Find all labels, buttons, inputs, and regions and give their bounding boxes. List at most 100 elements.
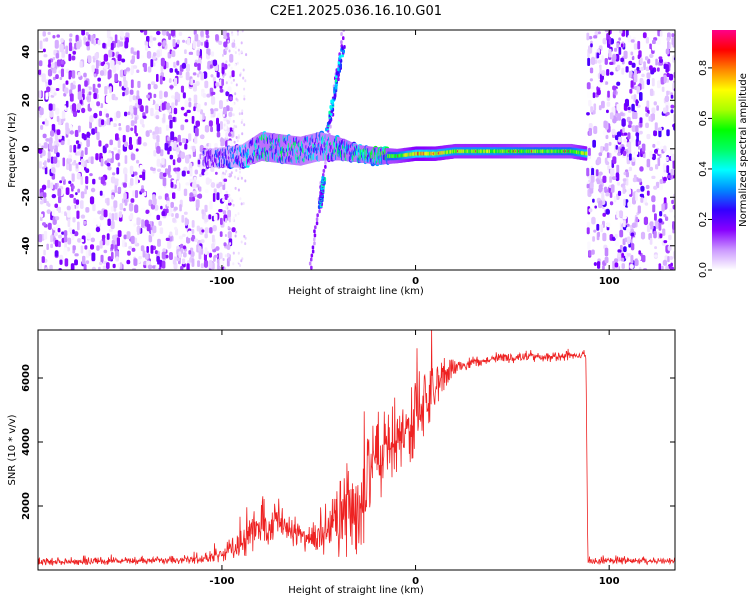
noise-cell bbox=[140, 105, 144, 112]
noise-cell bbox=[124, 242, 128, 247]
noise-cell bbox=[610, 184, 615, 193]
noise-cell bbox=[72, 229, 75, 235]
noise-cell bbox=[217, 112, 221, 119]
noise-cell bbox=[201, 209, 205, 215]
noise-cell bbox=[57, 227, 61, 233]
noise-cell bbox=[127, 250, 131, 256]
streak-cell bbox=[328, 110, 331, 115]
noise-cell bbox=[591, 249, 595, 255]
noise-cell bbox=[606, 101, 611, 107]
noise-cell bbox=[234, 46, 237, 49]
noise-cell bbox=[635, 216, 639, 222]
noise-cell bbox=[592, 92, 596, 99]
noise-cell bbox=[202, 112, 205, 120]
noise-cell bbox=[156, 154, 161, 160]
noise-cell bbox=[176, 70, 180, 75]
noise-cell bbox=[654, 220, 659, 230]
noise-cell bbox=[81, 30, 86, 36]
noise-cell bbox=[605, 208, 610, 215]
noise-cell bbox=[142, 142, 148, 147]
noise-cell bbox=[190, 78, 194, 86]
noise-cell bbox=[130, 153, 136, 161]
noise-cell bbox=[601, 70, 606, 77]
noise-cell bbox=[117, 262, 121, 268]
noise-cell bbox=[657, 80, 661, 89]
noise-cell bbox=[77, 84, 81, 94]
noise-cell bbox=[604, 145, 608, 149]
noise-cell bbox=[97, 39, 101, 46]
noise-cell bbox=[129, 165, 134, 175]
noise-cell bbox=[616, 210, 620, 219]
noise-cell bbox=[181, 62, 187, 69]
noise-cell bbox=[241, 112, 244, 115]
noise-cell bbox=[640, 197, 644, 203]
noise-cell bbox=[91, 64, 95, 73]
noise-cell bbox=[165, 237, 170, 241]
noise-cell bbox=[601, 193, 605, 201]
noise-cell bbox=[178, 71, 183, 76]
noise-cell bbox=[205, 30, 209, 36]
noise-cell bbox=[126, 259, 131, 265]
noise-cell bbox=[649, 43, 652, 50]
noise-cell bbox=[64, 258, 69, 267]
spectrogram-y-tick-label: 0 bbox=[21, 145, 32, 152]
noise-cell bbox=[56, 152, 60, 158]
noise-cell bbox=[89, 196, 95, 205]
noise-cell bbox=[244, 179, 247, 183]
noise-cell bbox=[42, 31, 46, 37]
streak-cell bbox=[324, 164, 327, 169]
noise-cell bbox=[194, 136, 198, 144]
noise-cell bbox=[61, 231, 65, 235]
noise-cell bbox=[662, 259, 668, 266]
noise-cell bbox=[656, 141, 661, 146]
noise-cell bbox=[150, 245, 154, 254]
noise-cell bbox=[159, 75, 163, 85]
noise-cell bbox=[597, 31, 601, 35]
noise-cell bbox=[73, 160, 77, 164]
noise-cell bbox=[128, 215, 132, 220]
noise-cell bbox=[126, 231, 131, 240]
noise-cell bbox=[227, 247, 230, 250]
noise-cell bbox=[38, 60, 43, 67]
noise-cell bbox=[227, 173, 230, 177]
noise-cell bbox=[242, 202, 245, 205]
noise-cell bbox=[651, 195, 656, 203]
noise-cell bbox=[139, 118, 144, 125]
noise-cell bbox=[234, 175, 236, 179]
noise-cell bbox=[196, 103, 201, 113]
noise-cell bbox=[607, 157, 610, 162]
noise-cell bbox=[116, 237, 121, 247]
noise-cell bbox=[243, 87, 246, 91]
noise-cell bbox=[176, 157, 182, 163]
noise-cell bbox=[238, 112, 241, 116]
noise-cell bbox=[140, 55, 145, 59]
noise-cell bbox=[171, 213, 174, 217]
noise-cell bbox=[154, 126, 160, 135]
noise-cell bbox=[652, 44, 656, 51]
noise-cell bbox=[204, 189, 209, 194]
noise-cell bbox=[98, 266, 101, 270]
noise-cell bbox=[133, 171, 138, 176]
noise-cell bbox=[215, 34, 219, 41]
noise-cell bbox=[58, 195, 62, 204]
noise-cell bbox=[604, 81, 609, 85]
noise-cell bbox=[107, 256, 112, 262]
noise-cell bbox=[97, 210, 102, 215]
streak-cell bbox=[311, 249, 315, 254]
noise-cell bbox=[169, 119, 173, 129]
noise-cell bbox=[112, 234, 117, 241]
noise-cell bbox=[237, 212, 240, 216]
figure-title: C2E1.2025.036.16.10.G01 bbox=[270, 4, 442, 19]
noise-cell bbox=[628, 120, 633, 126]
noise-cell bbox=[204, 124, 210, 133]
noise-cell bbox=[634, 258, 639, 267]
noise-cell bbox=[631, 157, 636, 163]
noise-cell bbox=[46, 86, 51, 93]
noise-cell bbox=[181, 214, 185, 223]
noise-cell bbox=[643, 216, 649, 226]
noise-cell bbox=[592, 236, 595, 242]
noise-cell bbox=[615, 135, 619, 141]
noise-cell bbox=[215, 82, 220, 87]
noise-cell bbox=[208, 120, 213, 127]
noise-cell bbox=[44, 166, 48, 175]
